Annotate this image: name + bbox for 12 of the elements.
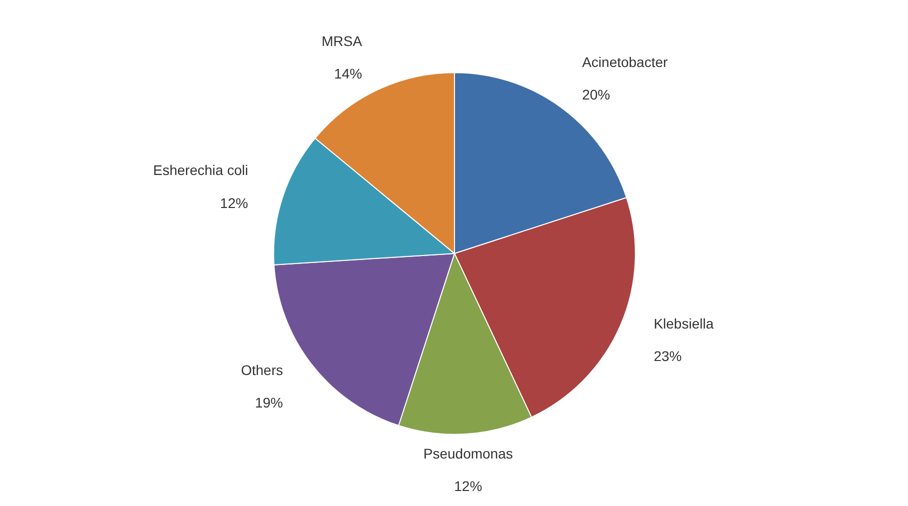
slice-label: Acinetobacter: [582, 54, 668, 70]
data-label: 12%: [220, 194, 248, 211]
data-label: 14%: [334, 66, 362, 82]
data-label: 20%: [582, 86, 610, 102]
slice-label: MRSA: [322, 33, 363, 50]
slice-label: Pseudomonas: [423, 446, 513, 462]
data-label: 12%: [454, 478, 482, 494]
slice-label: Esherechia coli: [153, 162, 248, 178]
data-label: 19%: [254, 394, 284, 411]
data-label: 23%: [654, 348, 682, 364]
slice-label: Others: [240, 362, 283, 378]
slice-label: Klebsiella: [654, 315, 714, 332]
